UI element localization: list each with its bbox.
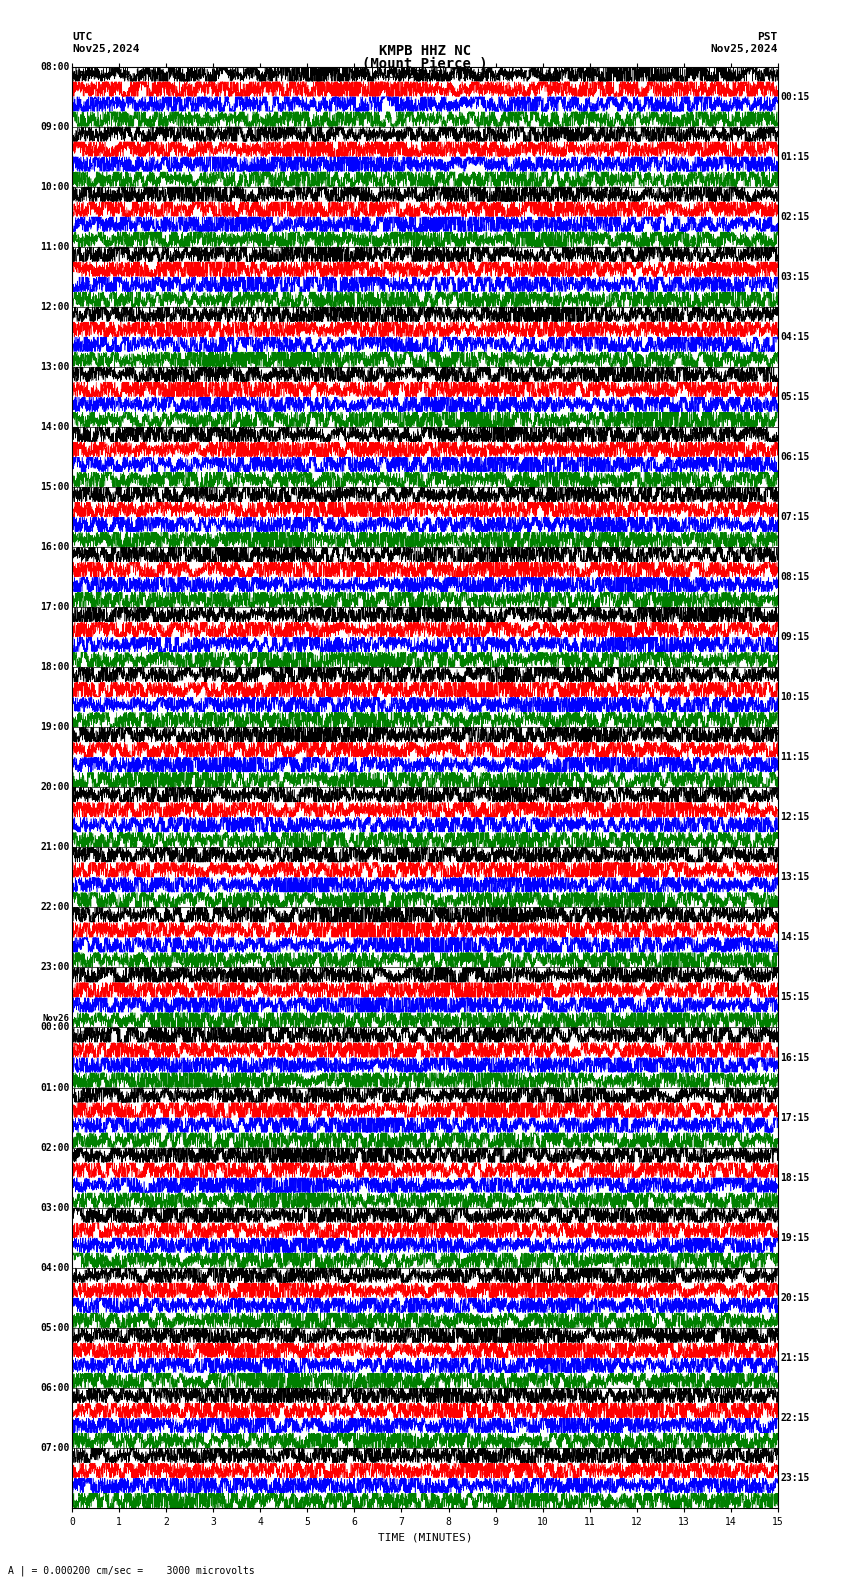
Text: 13:15: 13:15 bbox=[780, 873, 810, 882]
Text: Nov26: Nov26 bbox=[42, 1014, 70, 1023]
Text: | = 0.000200 cm/sec: | = 0.000200 cm/sec bbox=[361, 70, 489, 81]
Text: 20:15: 20:15 bbox=[780, 1293, 810, 1302]
Text: 02:00: 02:00 bbox=[40, 1142, 70, 1153]
Text: 00:15: 00:15 bbox=[780, 92, 810, 101]
Text: 07:15: 07:15 bbox=[780, 512, 810, 523]
Text: KMPB HHZ NC: KMPB HHZ NC bbox=[379, 44, 471, 59]
Text: 18:15: 18:15 bbox=[780, 1172, 810, 1183]
Text: PST: PST bbox=[757, 32, 778, 41]
Text: 06:00: 06:00 bbox=[40, 1383, 70, 1392]
Text: 10:15: 10:15 bbox=[780, 692, 810, 702]
Text: 05:00: 05:00 bbox=[40, 1323, 70, 1332]
Text: 20:00: 20:00 bbox=[40, 782, 70, 792]
Text: 19:15: 19:15 bbox=[780, 1232, 810, 1243]
Text: 01:15: 01:15 bbox=[780, 152, 810, 162]
Text: 00:00: 00:00 bbox=[40, 1023, 70, 1033]
Text: 17:00: 17:00 bbox=[40, 602, 70, 611]
Text: 22:15: 22:15 bbox=[780, 1413, 810, 1422]
Text: 14:00: 14:00 bbox=[40, 421, 70, 432]
Text: 23:15: 23:15 bbox=[780, 1473, 810, 1483]
Text: UTC: UTC bbox=[72, 32, 93, 41]
Text: 15:15: 15:15 bbox=[780, 993, 810, 1003]
Text: 16:00: 16:00 bbox=[40, 542, 70, 551]
Text: 19:00: 19:00 bbox=[40, 722, 70, 732]
Text: 12:00: 12:00 bbox=[40, 303, 70, 312]
Text: 08:00: 08:00 bbox=[40, 62, 70, 71]
Text: 08:15: 08:15 bbox=[780, 572, 810, 581]
Text: 11:00: 11:00 bbox=[40, 242, 70, 252]
Text: 10:00: 10:00 bbox=[40, 182, 70, 192]
Text: 14:15: 14:15 bbox=[780, 933, 810, 942]
Text: 03:00: 03:00 bbox=[40, 1202, 70, 1213]
Text: Nov25,2024: Nov25,2024 bbox=[711, 44, 778, 54]
Text: 16:15: 16:15 bbox=[780, 1052, 810, 1063]
Text: 11:15: 11:15 bbox=[780, 752, 810, 762]
Text: 15:00: 15:00 bbox=[40, 482, 70, 493]
Text: 21:15: 21:15 bbox=[780, 1353, 810, 1362]
Text: 04:00: 04:00 bbox=[40, 1262, 70, 1272]
Text: 07:00: 07:00 bbox=[40, 1443, 70, 1453]
Text: 21:00: 21:00 bbox=[40, 843, 70, 852]
Text: Nov25,2024: Nov25,2024 bbox=[72, 44, 139, 54]
Text: 02:15: 02:15 bbox=[780, 212, 810, 222]
Text: A | = 0.000200 cm/sec =    3000 microvolts: A | = 0.000200 cm/sec = 3000 microvolts bbox=[8, 1565, 255, 1576]
Text: 06:15: 06:15 bbox=[780, 451, 810, 463]
Text: 05:15: 05:15 bbox=[780, 391, 810, 402]
Text: 01:00: 01:00 bbox=[40, 1082, 70, 1093]
Text: 09:00: 09:00 bbox=[40, 122, 70, 131]
Text: (Mount Pierce ): (Mount Pierce ) bbox=[362, 57, 488, 71]
Text: 12:15: 12:15 bbox=[780, 813, 810, 822]
Text: 04:15: 04:15 bbox=[780, 331, 810, 342]
Text: 18:00: 18:00 bbox=[40, 662, 70, 672]
Text: 22:00: 22:00 bbox=[40, 903, 70, 912]
X-axis label: TIME (MINUTES): TIME (MINUTES) bbox=[377, 1533, 473, 1543]
Text: 13:00: 13:00 bbox=[40, 361, 70, 372]
Text: 03:15: 03:15 bbox=[780, 272, 810, 282]
Text: 23:00: 23:00 bbox=[40, 963, 70, 973]
Text: 09:15: 09:15 bbox=[780, 632, 810, 642]
Text: 17:15: 17:15 bbox=[780, 1112, 810, 1123]
